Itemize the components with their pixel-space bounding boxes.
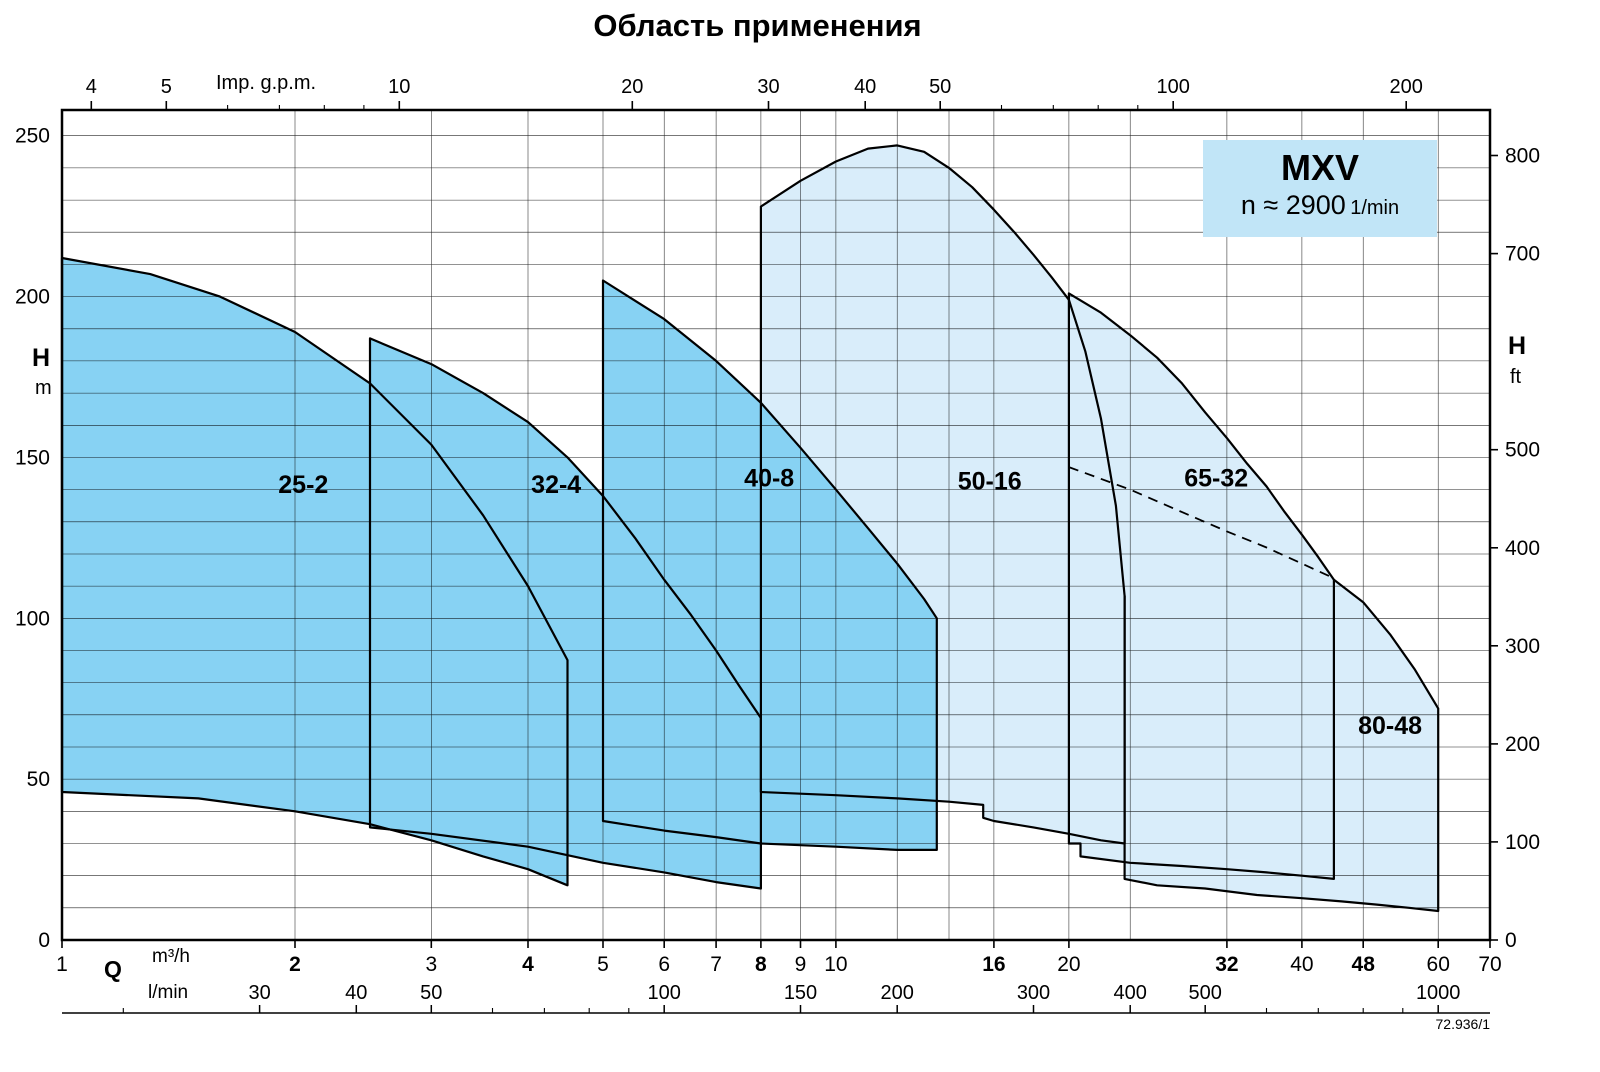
- right-tick-label: 100: [1505, 831, 1540, 854]
- region-outline-65-32: [1067, 292, 1335, 880]
- right-tick-label: 0: [1505, 929, 1517, 952]
- region-label-50-16: 50-16: [958, 468, 1022, 496]
- left-axis-ticks: 0 50 100 150 200 250: [15, 125, 50, 952]
- lmin-tick-label: 30: [248, 982, 270, 1004]
- lmin-tick-label: 400: [1114, 982, 1147, 1004]
- right-tick-label: 400: [1505, 537, 1540, 560]
- bottom-tick-label: 48: [1352, 953, 1376, 976]
- left-tick-label: 100: [15, 607, 50, 630]
- model-info-box: MXV n ≈ 2900 1/min: [1203, 140, 1437, 237]
- bottom-tick-label: 6: [658, 953, 670, 976]
- dashed-limit-line: [1068, 466, 1331, 578]
- top-tick-label: 4: [86, 76, 97, 98]
- plot-border: [60, 108, 1492, 942]
- right-axis-label: H: [1508, 332, 1527, 360]
- bottom-tick-label: 9: [795, 953, 807, 976]
- right-tick-label: 200: [1505, 733, 1540, 756]
- top-axis-ticks: 4 5 10 20 30 40 50 100 200: [86, 76, 1423, 110]
- left-tick-label: 200: [15, 286, 50, 309]
- flow-unit-m3h: m³/h: [152, 946, 190, 967]
- page-title: Область применения: [593, 8, 922, 43]
- bottom-tick-label: 7: [710, 953, 722, 976]
- bottom-tick-label: 20: [1057, 953, 1080, 976]
- flow-axis-label: Q: [104, 956, 122, 982]
- region-labels: 80-48 65-32 50-16 40-8 32-4 25-2: [278, 464, 1422, 740]
- region-label-40-8: 40-8: [744, 464, 794, 492]
- left-axis-label: H: [32, 344, 51, 372]
- bottom-tick-label: 8: [755, 953, 767, 976]
- bottom-tick-label: 16: [982, 953, 1005, 976]
- right-tick-label: 800: [1505, 145, 1540, 168]
- top-tick-label: 100: [1157, 76, 1190, 98]
- lmin-tick-label: 200: [881, 982, 914, 1004]
- drawing-number: 72.936/1: [1435, 1016, 1491, 1032]
- bottom-tick-label: 1: [56, 953, 68, 976]
- model-speed-unit: 1/min: [1350, 197, 1400, 219]
- bottom-tick-label: 3: [425, 953, 437, 976]
- top-tick-label: 20: [621, 76, 643, 98]
- top-tick-label: 50: [929, 76, 951, 98]
- region-outline-40-8: [601, 279, 938, 851]
- region-fills: [62, 145, 1439, 911]
- region-outline-25-2: [60, 256, 569, 887]
- bottom-tick-label: 60: [1427, 953, 1450, 976]
- model-speed: n ≈ 2900: [1240, 190, 1346, 220]
- lmin-tick-label: 50: [420, 982, 442, 1004]
- region-label-80-48: 80-48: [1358, 712, 1422, 740]
- region-label-65-32: 65-32: [1184, 464, 1248, 492]
- lmin-tick-label: 40: [345, 982, 367, 1004]
- region-fill-25-2: [62, 258, 568, 886]
- region-label-25-2: 25-2: [278, 471, 328, 499]
- bottom-tick-label: 10: [824, 953, 847, 976]
- left-tick-label: 0: [38, 929, 50, 952]
- right-axis-ticks: 0 100 200 300 400 500 700 800: [1490, 145, 1540, 952]
- region-outline-80-48: [1123, 578, 1440, 913]
- top-tick-label: 40: [854, 76, 876, 98]
- top-tick-label: 5: [161, 76, 172, 98]
- left-tick-label: 250: [15, 125, 50, 148]
- region-label-32-4: 32-4: [531, 471, 581, 499]
- top-tick-label: 30: [757, 76, 779, 98]
- region-outline-50-16: [759, 144, 1126, 845]
- right-tick-label: 300: [1505, 635, 1540, 658]
- model-name: MXV: [1280, 147, 1359, 188]
- flow-unit-lmin: l/min: [148, 982, 189, 1003]
- right-tick-label: 700: [1505, 243, 1540, 266]
- lmin-tick-label: 500: [1189, 982, 1222, 1004]
- right-tick-label: 500: [1505, 439, 1540, 462]
- region-outline-32-4: [368, 337, 762, 890]
- lmin-tick-label: 100: [648, 982, 681, 1004]
- bottom-tick-label: 4: [522, 953, 534, 976]
- left-axis-unit: m: [35, 377, 52, 399]
- lmin-tick-label: 300: [1017, 982, 1050, 1004]
- bottom-axis-ticks: 1 2 3 4 5 6 7 8 9 10 16 20 32 40 48 60 70: [56, 940, 1502, 976]
- bottom-tick-label: 5: [597, 953, 609, 976]
- bottom-tick-label: 40: [1290, 953, 1313, 976]
- right-axis-unit: ft: [1510, 366, 1522, 388]
- top-tick-label: 200: [1390, 76, 1423, 98]
- lmin-tick-label: 1000: [1416, 982, 1461, 1004]
- left-tick-label: 150: [15, 446, 50, 469]
- left-tick-label: 50: [27, 768, 50, 791]
- top-tick-label: 10: [388, 76, 410, 98]
- top-axis-unit-label: Imp. g.p.m.: [216, 72, 317, 94]
- bottom-tick-label: 32: [1215, 953, 1238, 976]
- lmin-tick-label: 150: [784, 982, 817, 1004]
- lmin-axis: 30 40 50 100 150 200 300 400 500 1000: [62, 982, 1490, 1014]
- bottom-tick-label: 2: [289, 953, 301, 976]
- region-outlines: [60, 144, 1440, 913]
- bottom-tick-label: 70: [1478, 953, 1501, 976]
